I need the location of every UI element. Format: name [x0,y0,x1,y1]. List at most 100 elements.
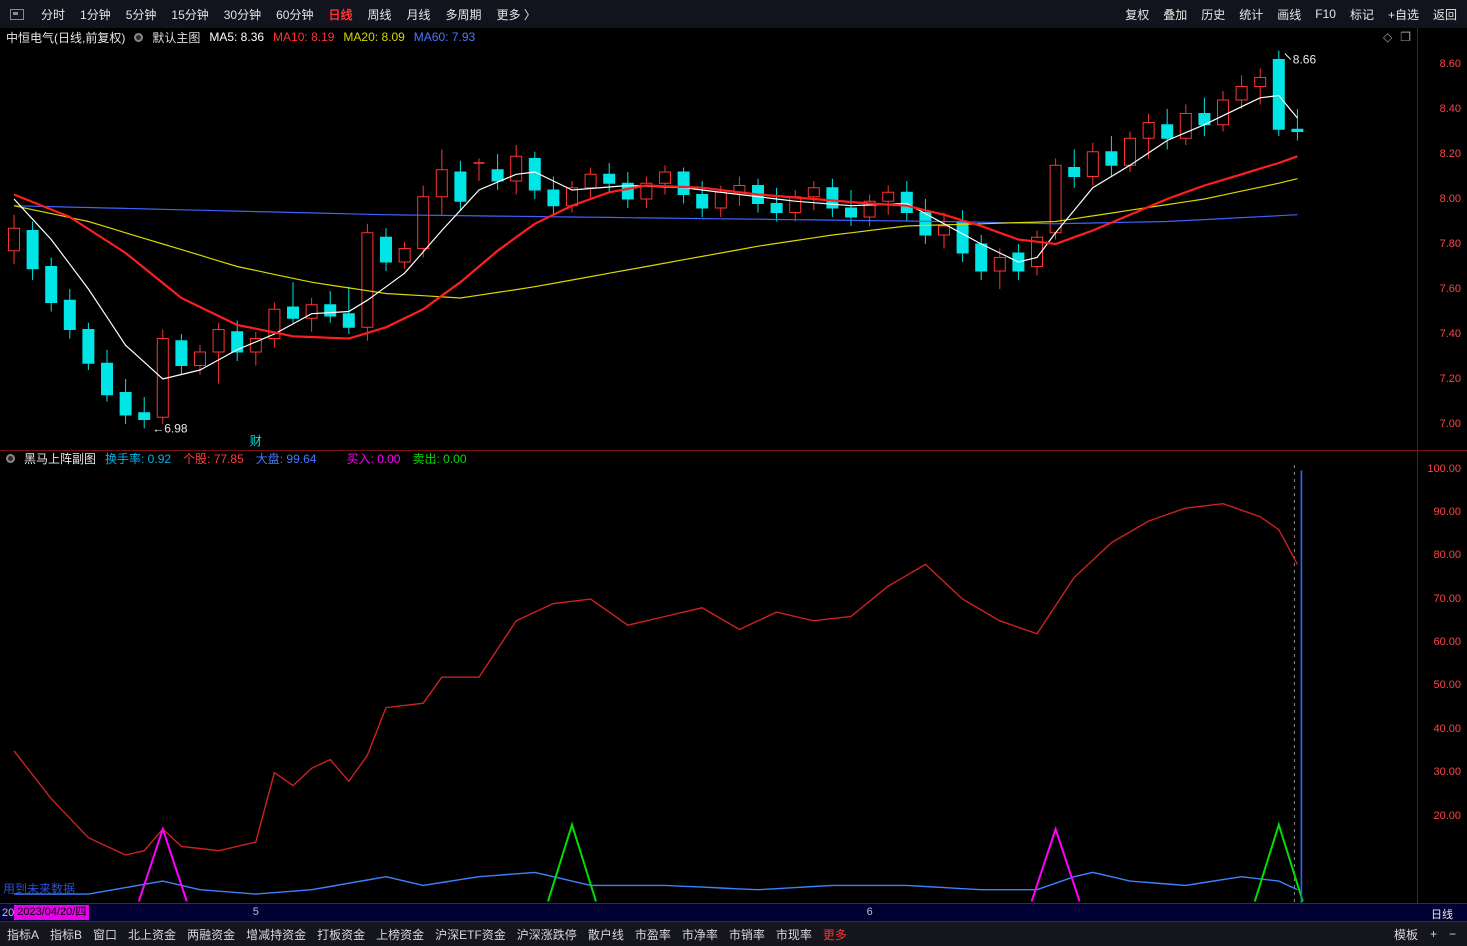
more-periods-menu[interactable]: 更多 〉 [496,7,536,22]
stock-title: 中恒电气(日线,前复权) [6,30,126,45]
btn-more-indicators[interactable]: 更多 [822,927,847,942]
ma-line-MA5 [13,94,1298,380]
value-axis-label: 80.00 [1433,549,1461,562]
tab-5min[interactable]: 5分钟 [125,7,157,22]
btn-hs-limit-stats[interactable]: 沪深涨跌停 [516,927,577,942]
bottom-toolbar: 指标A 指标B 窗口 北上资金 两融资金 增减持资金 打板资金 上榜资金 沪深ETF资金 沪深涨跌… [0,921,1467,946]
ma-value-labels: MA5: 8.36 MA10: 8.19 MA20: 8.09 MA60: 7.93 [209,30,475,44]
app-icon [10,8,24,20]
sub-indicator-title: 黑马上阵副图 [24,451,97,466]
period-label: 日线 [1431,909,1453,921]
btn-mark[interactable]: 标记 [1349,7,1374,22]
tab-1min[interactable]: 1分钟 [80,7,111,22]
sub-stat-5: 卖出: 0.00 [412,451,467,466]
price-axis-label: 8.60 [1439,57,1461,70]
diamond-icon[interactable]: ◇ [1383,30,1393,44]
tab-60min[interactable]: 60分钟 [276,7,314,22]
btn-zoom-in[interactable]: + [1429,927,1437,941]
btn-pcf-ratio[interactable]: 市现率 [775,927,812,942]
value-axis-label: 20.00 [1433,809,1461,822]
sub-indicator-selector-icon[interactable] [6,453,15,463]
tab-weekly[interactable]: 周线 [367,7,392,22]
btn-pe-ratio[interactable]: 市盈率 [634,927,671,942]
ma-line-MA20 [13,178,1298,299]
tab-15min[interactable]: 15分钟 [171,7,209,22]
ma-line-MA60 [13,205,1298,225]
price-axis-label: 7.00 [1439,417,1461,430]
btn-hs-etf-funds[interactable]: 沪深ETF资金 [435,927,506,942]
btn-pb-ratio[interactable]: 市净率 [681,927,718,942]
btn-drawline[interactable]: 画线 [1277,7,1302,22]
ma-label-2: MA10: 8.19 [273,30,335,44]
indicator-buttons: 指标A 指标B 窗口 北上资金 两融资金 增减持资金 打板资金 上榜资金 沪深ETF资金 沪深涨跌… [7,926,847,943]
btn-margin-funds[interactable]: 两融资金 [187,927,236,942]
buy-signal-triangle [137,825,188,902]
svg-text:财: 财 [250,434,262,448]
indicator-selector-icon[interactable] [134,32,144,42]
bottom-right-buttons: 模板 + − [1394,926,1460,943]
btn-statistics[interactable]: 统计 [1239,7,1264,22]
btn-f10[interactable]: F10 [1315,7,1336,21]
tab-multi-period[interactable]: 多周期 [445,7,482,22]
btn-overlay[interactable]: 叠加 [1163,7,1188,22]
btn-ps-ratio[interactable]: 市销率 [728,927,765,942]
btn-holdings-change-funds[interactable]: 增减持资金 [246,927,307,942]
ma-label-4: MA60: 7.93 [413,30,476,44]
main-chart-header: 中恒电气(日线,前复权) 默认主图 MA5: 8.36 MA10: 8.19 MA2… [0,28,1417,46]
btn-northbound-funds[interactable]: 北上资金 [128,927,177,942]
main-candlestick-chart[interactable]: 8.66 ←6.98 财 [0,46,1417,450]
btn-indicator-a[interactable]: 指标A [7,927,40,942]
btn-fuquan[interactable]: 复权 [1125,7,1150,22]
price-axis-label: 7.60 [1439,282,1461,295]
sub-value-axis: 100.00 90.00 80.00 70.00 60.00 50.00 40.00 30.0… [1417,451,1467,903]
sub-stat-2: 个股: 77.85 [183,451,244,466]
month-tick: 5 [252,906,259,918]
date-prefix: 20 [2,906,15,919]
btn-add-watchlist[interactable]: +自选 [1387,7,1419,22]
btn-history[interactable]: 历史 [1201,7,1226,22]
ma-line-MA10 [13,155,1298,340]
month-tick: 6 [866,906,873,918]
sub-indicator-values: 换手率: 0.92 个股: 77.85 大盘: 99.64 买入: 0.00 卖出: 0… [105,450,467,467]
period-tabs: 分时 1分钟 5分钟 15分钟 30分钟 60分钟 日线 周线 月线 多周期 更多 〉 [10,6,536,23]
window-icon[interactable]: ❐ [1400,30,1411,44]
price-axis-label: 7.80 [1439,237,1461,250]
btn-limit-board-funds[interactable]: 打板资金 [317,927,366,942]
ma-label-3: MA20: 8.09 [343,30,405,44]
btn-zoom-out[interactable]: − [1448,927,1456,941]
main-chart-pane: 中恒电气(日线,前复权) 默认主图 MA5: 8.36 MA10: 8.19 MA2… [0,28,1467,450]
buy-signal-triangle [1030,825,1081,902]
btn-list-funds[interactable]: 上榜资金 [376,927,425,942]
btn-window[interactable]: 窗口 [93,927,118,942]
sub-line-换手率 [14,871,1298,895]
tab-monthly[interactable]: 月线 [406,7,431,22]
tab-fenshi[interactable]: 分时 [41,7,66,22]
btn-template[interactable]: 模板 [1393,927,1418,942]
btn-indicator-b[interactable]: 指标B [50,927,83,942]
value-axis-label: 50.00 [1433,679,1461,692]
main-price-axis: 8.60 8.40 8.20 8.00 7.80 7.60 7.40 7.20 7.00 [1417,28,1467,450]
btn-retail-line[interactable]: 散户线 [587,927,624,942]
sub-chart-header: 黑马上阵副图 换手率: 0.92 个股: 77.85 大盘: 99.64 买入: 0.… [0,450,1417,467]
btn-back[interactable]: 返回 [1432,7,1457,22]
price-axis-label: 7.20 [1439,372,1461,385]
top-right-buttons: 复权 叠加 历史 统计 画线 F10 标记 +自选 返回 [1125,6,1457,23]
svg-text:←6.98: ←6.98 [152,422,188,436]
tab-30min[interactable]: 30分钟 [223,7,262,22]
price-axis-label: 7.40 [1439,327,1461,340]
ma-label-1: MA5: 8.36 [209,30,265,44]
top-toolbar: 分时 1分钟 5分钟 15分钟 30分钟 60分钟 日线 周线 月线 多周期 更多 〉 复权 叠加 历史… [0,0,1467,28]
sub-stat-4: 买入: 0.00 [346,451,401,466]
svg-text:8.66: 8.66 [1293,53,1317,67]
sub-line-个股 [13,502,1299,856]
value-axis-label: 90.00 [1433,505,1461,518]
overlay-label[interactable]: 默认主图 [152,30,201,45]
price-axis-label: 8.00 [1439,192,1461,205]
sub-indicator-chart[interactable] [0,465,1417,904]
sub-chart-pane: 黑马上阵副图 换手率: 0.92 个股: 77.85 大盘: 99.64 买入: 0.… [0,450,1467,904]
sell-signal-triangle [1253,821,1304,902]
sub-stat-1: 换手率: 0.92 [105,451,172,466]
sub-stat-3: 大盘: 99.64 [255,451,317,466]
tab-daily[interactable]: 日线 [328,7,353,22]
price-axis-label: 8.40 [1439,102,1461,115]
